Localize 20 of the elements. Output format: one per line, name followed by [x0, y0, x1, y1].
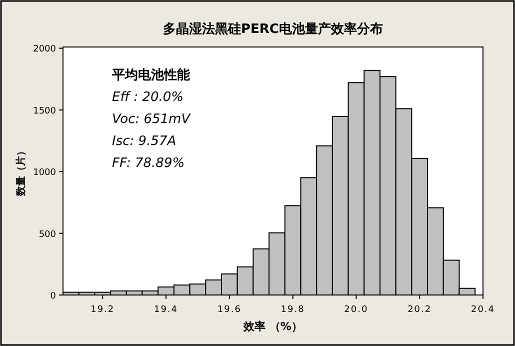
x-axis-title: 效率 （%） [242, 320, 302, 333]
annotation: Voc: 651mV [112, 112, 192, 127]
x-tick-label: 19.8 [280, 305, 305, 315]
annotation: Isc: 9.57A [112, 134, 176, 149]
y-tick-label: 1500 [33, 106, 56, 116]
y-tick-label: 0 [50, 292, 56, 302]
chart-title: 多晶湿法黑硅PERC电池量产效率分布 [163, 21, 383, 37]
x-tick-label: 19.4 [154, 305, 178, 315]
x-tick-label: 20.0 [344, 305, 368, 315]
x-tick-label: 19.6 [217, 305, 242, 315]
x-tick-label: 19.2 [90, 305, 115, 315]
y-tick-label: 1000 [33, 168, 56, 178]
annotation: FF: 78.89% [112, 156, 185, 171]
y-tick-label: 500 [38, 230, 56, 240]
annotation: Eff : 20.0% [112, 90, 184, 105]
x-tick-label: 20.2 [408, 305, 432, 315]
y-tick-label: 2000 [33, 44, 56, 55]
annotation: 平均电池性能 [111, 67, 191, 83]
y-axis-title: 数量（片） [15, 146, 27, 197]
x-tick-label: 20.4 [470, 305, 496, 315]
